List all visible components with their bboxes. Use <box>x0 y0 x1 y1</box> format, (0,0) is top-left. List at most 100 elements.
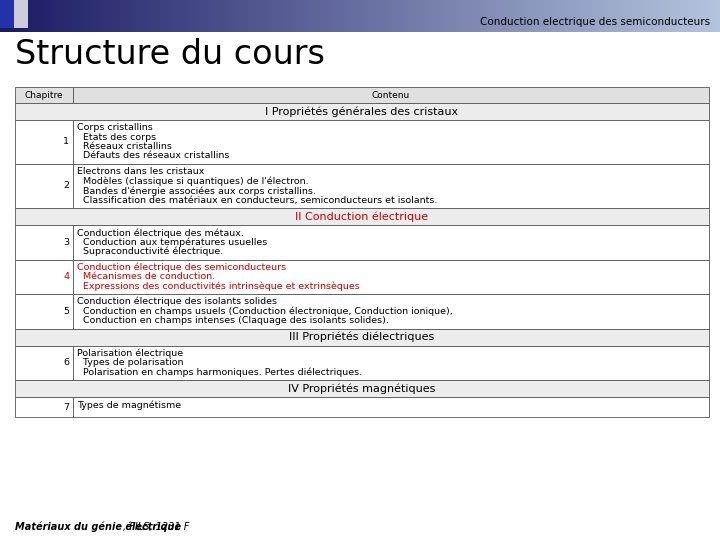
Bar <box>272 0 276 32</box>
Text: II Conduction électrique: II Conduction électrique <box>295 211 428 222</box>
Bar <box>40 0 45 32</box>
Bar <box>92 0 96 32</box>
Text: Chapitre: Chapitre <box>24 91 63 99</box>
Bar <box>392 0 397 32</box>
Text: Polarisation électrique: Polarisation électrique <box>77 348 183 358</box>
Bar <box>15 164 73 208</box>
Bar <box>588 0 593 32</box>
Bar <box>156 0 161 32</box>
Bar <box>0 0 4 32</box>
Text: Etats des corps: Etats des corps <box>77 132 156 141</box>
Text: 3: 3 <box>63 238 69 247</box>
Bar <box>64 0 68 32</box>
Bar <box>228 0 233 32</box>
Bar <box>536 0 541 32</box>
Bar <box>148 0 153 32</box>
Bar <box>44 0 48 32</box>
Bar <box>480 0 485 32</box>
Bar <box>108 0 112 32</box>
Bar <box>516 0 521 32</box>
Bar <box>192 0 197 32</box>
Bar <box>24 0 29 32</box>
Bar <box>660 0 665 32</box>
Bar <box>632 0 636 32</box>
Bar <box>256 0 261 32</box>
Bar <box>28 0 32 32</box>
Bar <box>100 0 104 32</box>
Bar <box>656 0 660 32</box>
Bar <box>15 346 73 380</box>
Text: III Propriétés diélectriques: III Propriétés diélectriques <box>289 332 435 342</box>
Bar <box>120 0 125 32</box>
Bar <box>212 0 217 32</box>
Text: Conduction aux températures usuelles: Conduction aux températures usuelles <box>77 238 267 247</box>
Text: 7: 7 <box>63 402 69 411</box>
Bar <box>128 0 132 32</box>
Bar <box>540 0 544 32</box>
Bar <box>348 0 353 32</box>
Bar <box>712 0 716 32</box>
Bar <box>292 0 297 32</box>
Text: Mécanismes de conduction.: Mécanismes de conduction. <box>77 272 215 281</box>
Bar <box>684 0 688 32</box>
Text: Bandes d'énergie associées aux corps cristallins.: Bandes d'énergie associées aux corps cri… <box>77 186 316 195</box>
Bar <box>96 0 101 32</box>
Bar <box>73 260 709 294</box>
Bar <box>600 0 605 32</box>
Bar <box>532 0 536 32</box>
Bar <box>324 0 328 32</box>
Bar <box>504 0 508 32</box>
Bar <box>704 0 708 32</box>
Bar <box>88 0 92 32</box>
Bar <box>216 0 220 32</box>
Bar <box>360 0 364 32</box>
Bar <box>73 225 709 260</box>
Bar <box>184 0 189 32</box>
Bar <box>76 0 81 32</box>
Text: Corps cristallins: Corps cristallins <box>77 123 153 132</box>
Bar <box>224 0 228 32</box>
Bar <box>200 0 204 32</box>
Bar <box>172 0 176 32</box>
Bar <box>32 0 37 32</box>
Bar <box>652 0 657 32</box>
Text: IV Propriétés magnétiques: IV Propriétés magnétiques <box>288 383 436 394</box>
Bar <box>20 0 24 32</box>
Bar <box>68 0 73 32</box>
Bar <box>168 0 173 32</box>
Bar <box>436 0 441 32</box>
Bar <box>240 0 245 32</box>
Bar <box>15 87 73 103</box>
Bar <box>620 0 624 32</box>
Bar <box>73 294 709 328</box>
Bar <box>460 0 464 32</box>
Bar <box>12 0 17 32</box>
Bar <box>644 0 649 32</box>
Bar <box>456 0 461 32</box>
Bar <box>4 0 9 32</box>
Bar <box>488 0 492 32</box>
Bar <box>384 0 389 32</box>
Text: Polarisation en champs harmoniques. Pertes diélectriques.: Polarisation en champs harmoniques. Pert… <box>77 368 362 377</box>
Bar <box>16 0 20 32</box>
Bar <box>608 0 613 32</box>
Bar <box>628 0 632 32</box>
Bar <box>500 0 505 32</box>
Bar <box>112 0 117 32</box>
Bar <box>432 0 436 32</box>
Bar <box>344 0 348 32</box>
Bar <box>700 0 704 32</box>
Bar <box>648 0 652 32</box>
Bar <box>404 0 408 32</box>
Bar <box>73 346 709 380</box>
Bar <box>72 0 76 32</box>
Text: Electrons dans les cristaux: Electrons dans les cristaux <box>77 167 204 176</box>
Bar <box>332 0 336 32</box>
Bar <box>15 103 709 120</box>
Text: Conduction électrique des isolants solides: Conduction électrique des isolants solid… <box>77 297 277 307</box>
Bar <box>188 0 192 32</box>
Bar <box>176 0 181 32</box>
Bar <box>592 0 596 32</box>
Bar <box>232 0 236 32</box>
Bar <box>15 294 73 328</box>
